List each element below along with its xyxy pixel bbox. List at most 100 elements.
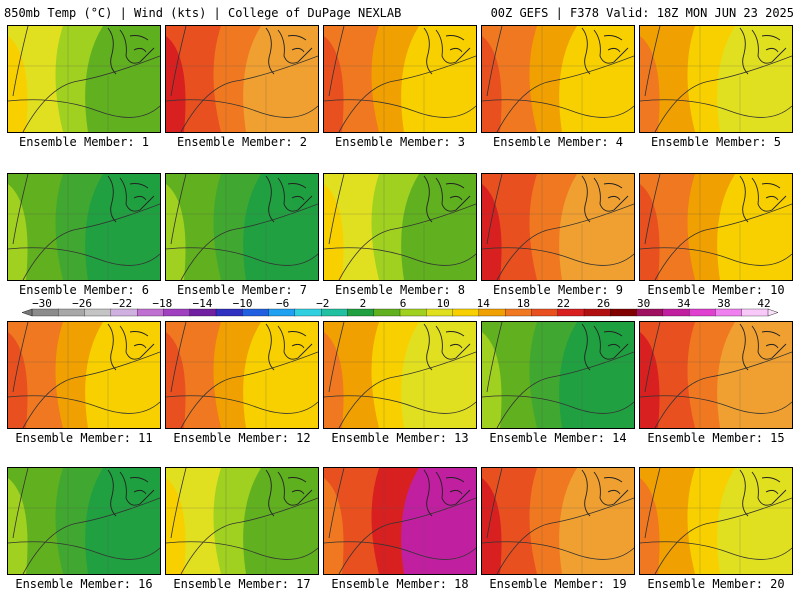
temperature-field-map — [324, 174, 476, 280]
colorbar-tick-label: 42 — [757, 297, 770, 310]
temperature-field-map — [640, 174, 792, 280]
colorbar-tick-label: 10 — [436, 297, 449, 310]
ensemble-member-label: Ensemble Member: 15 — [647, 431, 785, 445]
colorbar-swatch — [163, 308, 191, 317]
temperature-field-map — [324, 322, 476, 428]
ensemble-member-label: Ensemble Member: 17 — [173, 577, 311, 591]
temperature-field-map — [8, 174, 160, 280]
ensemble-map-panel — [639, 25, 793, 133]
ensemble-member-label: Ensemble Member: 6 — [18, 283, 150, 297]
colorbar-swatch — [189, 308, 217, 317]
colorbar-swatch — [583, 308, 611, 317]
colorbar-tick-label: 30 — [637, 297, 650, 310]
temperature-field-map — [8, 26, 160, 132]
ensemble-member-label: Ensemble Member: 12 — [173, 431, 311, 445]
ensemble-map-panel — [7, 467, 161, 575]
ensemble-member-label: Ensemble Member: 2 — [176, 135, 308, 149]
colorbar-swatch — [320, 308, 349, 317]
colorbar-tick-label: −26 — [72, 297, 92, 310]
colorbar-tick-label: −18 — [152, 297, 172, 310]
ensemble-member-label: Ensemble Member: 1 — [18, 135, 150, 149]
map-title: 850mb Temp (°C) | Wind (kts) | College o… — [4, 6, 402, 20]
colorbar-swatch — [268, 308, 296, 317]
ensemble-map-panel — [7, 25, 161, 133]
ensemble-member-label: Ensemble Member: 11 — [15, 431, 153, 445]
ensemble-member-label: Ensemble Member: 10 — [647, 283, 785, 297]
colorbar-tick-label: −30 — [32, 297, 52, 310]
ensemble-member-label: Ensemble Member: 8 — [334, 283, 466, 297]
temperature-field-map — [640, 26, 792, 132]
temperature-field-map — [482, 174, 634, 280]
ensemble-map-panel — [323, 173, 477, 281]
colorbar-swatch — [688, 308, 717, 317]
temperature-field-map — [482, 468, 634, 574]
colorbar-swatch — [557, 308, 585, 317]
temperature-field-map — [324, 468, 476, 574]
colorbar-swatch — [452, 308, 480, 317]
colorbar-swatch — [399, 308, 427, 317]
ensemble-member-label: Ensemble Member: 16 — [15, 577, 153, 591]
colorbar-swatch — [110, 308, 138, 317]
temperature-field-map — [8, 322, 160, 428]
temperature-field-map — [324, 26, 476, 132]
ensemble-member-label: Ensemble Member: 7 — [176, 283, 308, 297]
colorbar-swatch — [426, 308, 454, 317]
ensemble-member-label: Ensemble Member: 13 — [331, 431, 469, 445]
ensemble-member-label: Ensemble Member: 4 — [492, 135, 624, 149]
colorbar-tick-label: 14 — [477, 297, 491, 310]
ensemble-map-panel — [323, 25, 477, 133]
temperature-field-map — [166, 26, 318, 132]
temperature-field-map — [166, 174, 318, 280]
ensemble-member-label: Ensemble Member: 19 — [489, 577, 627, 591]
ensemble-map-panel — [7, 321, 161, 429]
colorbar-tick-label: −22 — [112, 297, 132, 310]
temperature-field-map — [8, 468, 160, 574]
colorbar-swatch — [741, 308, 769, 317]
colorbar-swatch — [373, 308, 401, 317]
ensemble-map-panel — [165, 321, 319, 429]
ensemble-member-label: Ensemble Member: 9 — [492, 283, 624, 297]
ensemble-map-panel — [7, 173, 161, 281]
colorbar-swatch — [31, 308, 59, 317]
colorbar-tick-label: 22 — [557, 297, 570, 310]
temperature-field-map — [166, 322, 318, 428]
ensemble-map-panel — [481, 321, 635, 429]
temperature-field-map — [482, 26, 634, 132]
colorbar-swatch — [84, 308, 112, 317]
temperature-colorbar: −30 −26 −22 −18 −14 −10 −6 −2 2 6 10 14 18 22 26 30 34 38… — [21, 297, 779, 317]
colorbar-swatch — [610, 308, 638, 317]
ensemble-map-panel — [639, 321, 793, 429]
ensemble-map-panel — [639, 173, 793, 281]
colorbar-tick-label: −14 — [193, 297, 213, 310]
colorbar-swatch — [347, 308, 375, 317]
colorbar-tick-label: 18 — [517, 297, 530, 310]
colorbar-tick-label: 6 — [400, 297, 407, 310]
ensemble-map-panel — [165, 25, 319, 133]
colorbar-swatch — [215, 308, 243, 317]
colorbar-swatch — [504, 308, 533, 317]
colorbar-swatch — [715, 308, 743, 317]
colorbar-tick-label: 34 — [677, 297, 691, 310]
ensemble-member-label: Ensemble Member: 14 — [489, 431, 627, 445]
ensemble-member-label: Ensemble Member: 3 — [334, 135, 466, 149]
colorbar-swatch — [242, 308, 270, 317]
temperature-field-map — [640, 468, 792, 574]
colorbar-swatch — [136, 308, 165, 317]
colorbar-tick-label: 2 — [360, 297, 367, 310]
colorbar-swatch — [58, 308, 86, 317]
colorbar-tick-label: −2 — [316, 297, 329, 310]
colorbar-swatch — [531, 308, 559, 317]
ensemble-map-panel — [481, 467, 635, 575]
colorbar-tick-label: 26 — [597, 297, 610, 310]
ensemble-map-panel — [481, 25, 635, 133]
ensemble-member-label: Ensemble Member: 20 — [647, 577, 785, 591]
colorbar-tick-label: 38 — [717, 297, 730, 310]
ensemble-map-panel — [165, 173, 319, 281]
ensemble-map-panel — [639, 467, 793, 575]
colorbar-swatch — [662, 308, 690, 317]
temperature-field-map — [640, 322, 792, 428]
colorbar-low-arrow — [21, 308, 33, 317]
colorbar-swatch — [636, 308, 664, 317]
colorbar-swatch — [478, 308, 506, 317]
colorbar-swatch — [294, 308, 322, 317]
